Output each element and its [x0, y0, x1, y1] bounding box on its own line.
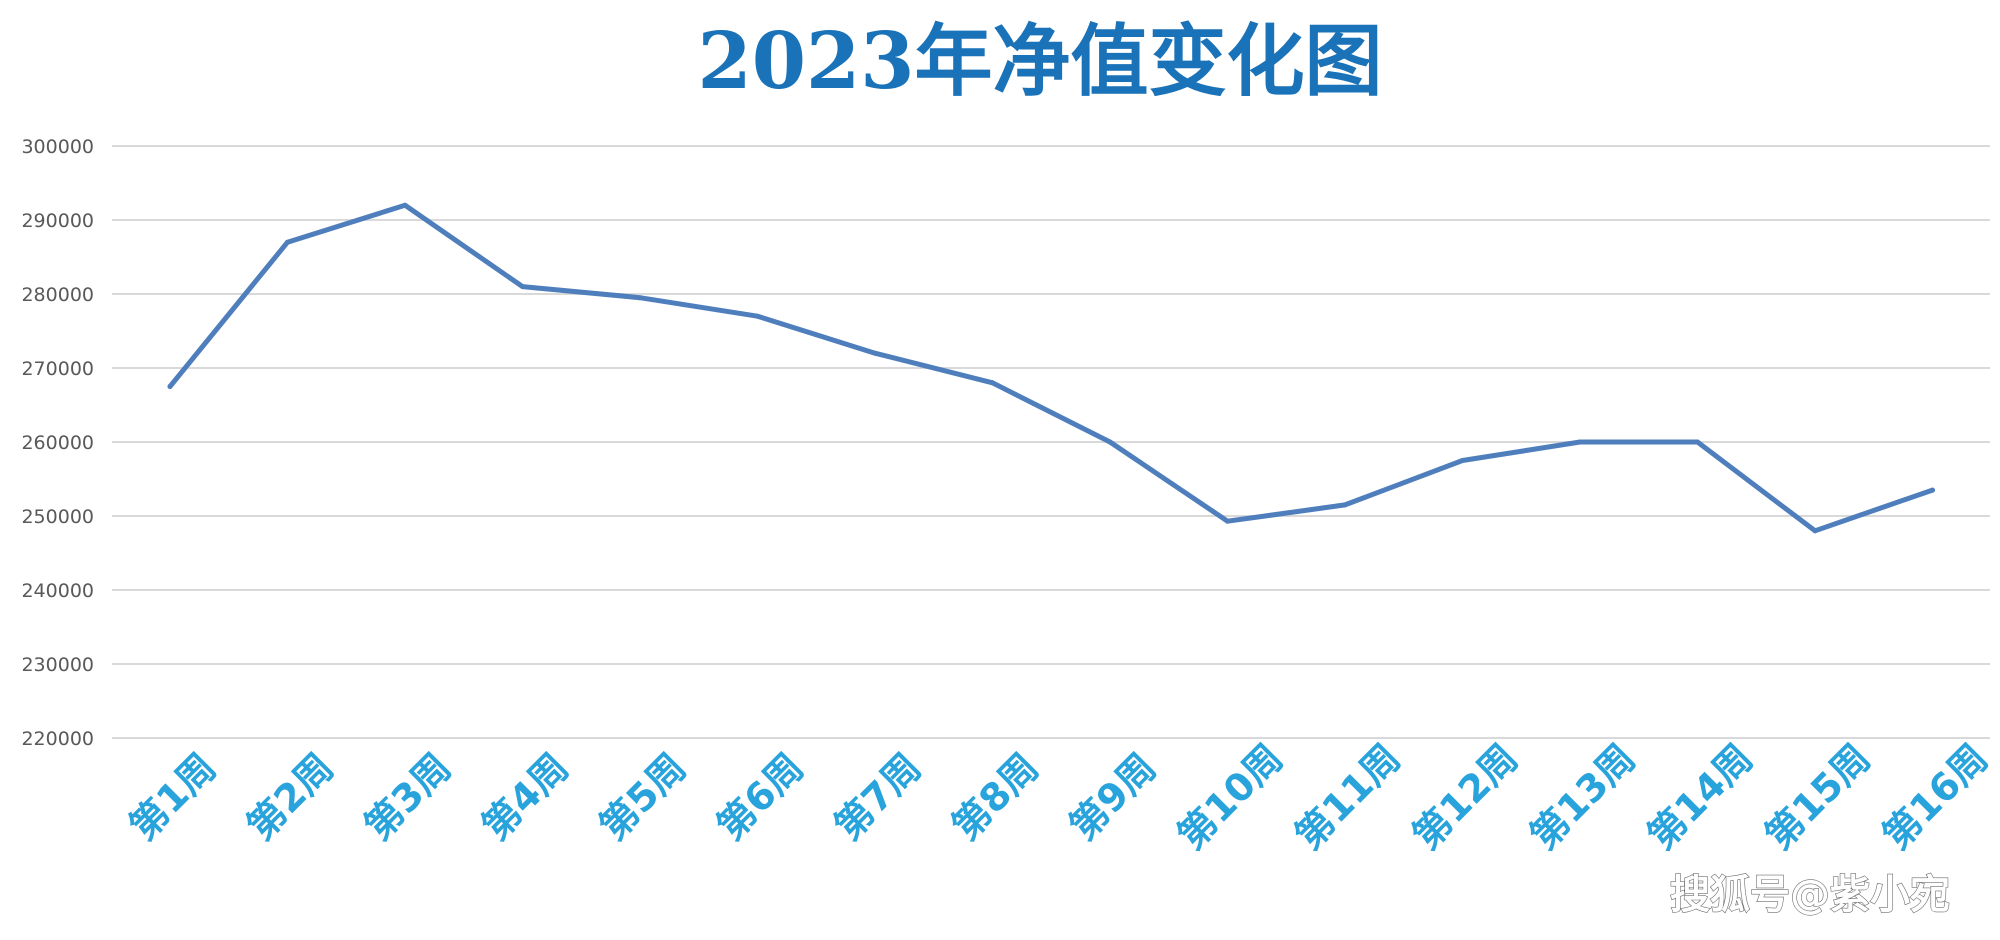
data-point [285, 239, 290, 245]
y-axis-tick-labels: 300000 290000 280000 270000 260000 250000 2400… [21, 136, 94, 750]
x-tick-label: 第13周 [1522, 736, 1644, 858]
y-tick-label: 250000 [21, 506, 94, 528]
x-tick-label: 第9周 [1061, 745, 1165, 849]
x-tick-label: 第8周 [944, 745, 1048, 849]
x-tick-label: 第4周 [474, 745, 578, 849]
data-point [167, 384, 173, 389]
x-tick-label: 第5周 [591, 745, 695, 849]
y-tick-label: 260000 [21, 432, 94, 454]
y-tick-label: 230000 [21, 654, 94, 676]
y-tick-label: 270000 [21, 358, 94, 380]
data-point [1107, 439, 1113, 445]
chart-title: 2023年净值变化图 [697, 16, 1382, 107]
x-tick-label: 第7周 [826, 745, 930, 849]
x-tick-label: 第14周 [1639, 736, 1761, 858]
data-point [1930, 487, 1935, 493]
data-point [755, 313, 760, 319]
y-tick-label: 240000 [21, 580, 94, 602]
x-tick-label: 第2周 [239, 745, 343, 849]
y-tick-label: 220000 [21, 728, 94, 750]
x-tick-label: 第10周 [1169, 736, 1291, 858]
data-point [1225, 518, 1230, 524]
data-point [1342, 502, 1348, 508]
data-point [520, 284, 525, 290]
data-point [1812, 528, 1818, 534]
data-point [872, 350, 878, 356]
x-tick-label: 第3周 [356, 745, 460, 849]
data-point [990, 380, 995, 386]
x-tick-label: 第12周 [1404, 736, 1526, 858]
data-point [1695, 439, 1700, 445]
watermark: 搜狐号@紫小宛 [1670, 872, 1950, 918]
y-tick-label: 290000 [21, 210, 94, 232]
x-tick-label: 第16周 [1874, 736, 1996, 858]
y-tick-label: 280000 [21, 284, 94, 306]
data-point [1460, 458, 1465, 463]
x-axis-tick-labels: 第1周 第2周 第3周 第4周 第5周 第6周 第7周 第8周 第9周 第10周第11周第12周第… [121, 736, 1996, 858]
data-point [637, 295, 643, 301]
y-tick-label: 300000 [21, 136, 94, 158]
series-line [167, 202, 1935, 534]
grid-lines [112, 145, 1990, 739]
x-tick-label: 第6周 [709, 745, 813, 849]
x-tick-label: 第1周 [121, 745, 225, 849]
data-point [1577, 439, 1583, 445]
series-layer [167, 202, 1935, 534]
data-point [402, 202, 408, 208]
x-tick-label: 第15周 [1757, 736, 1879, 858]
x-tick-label: 第11周 [1287, 736, 1409, 858]
